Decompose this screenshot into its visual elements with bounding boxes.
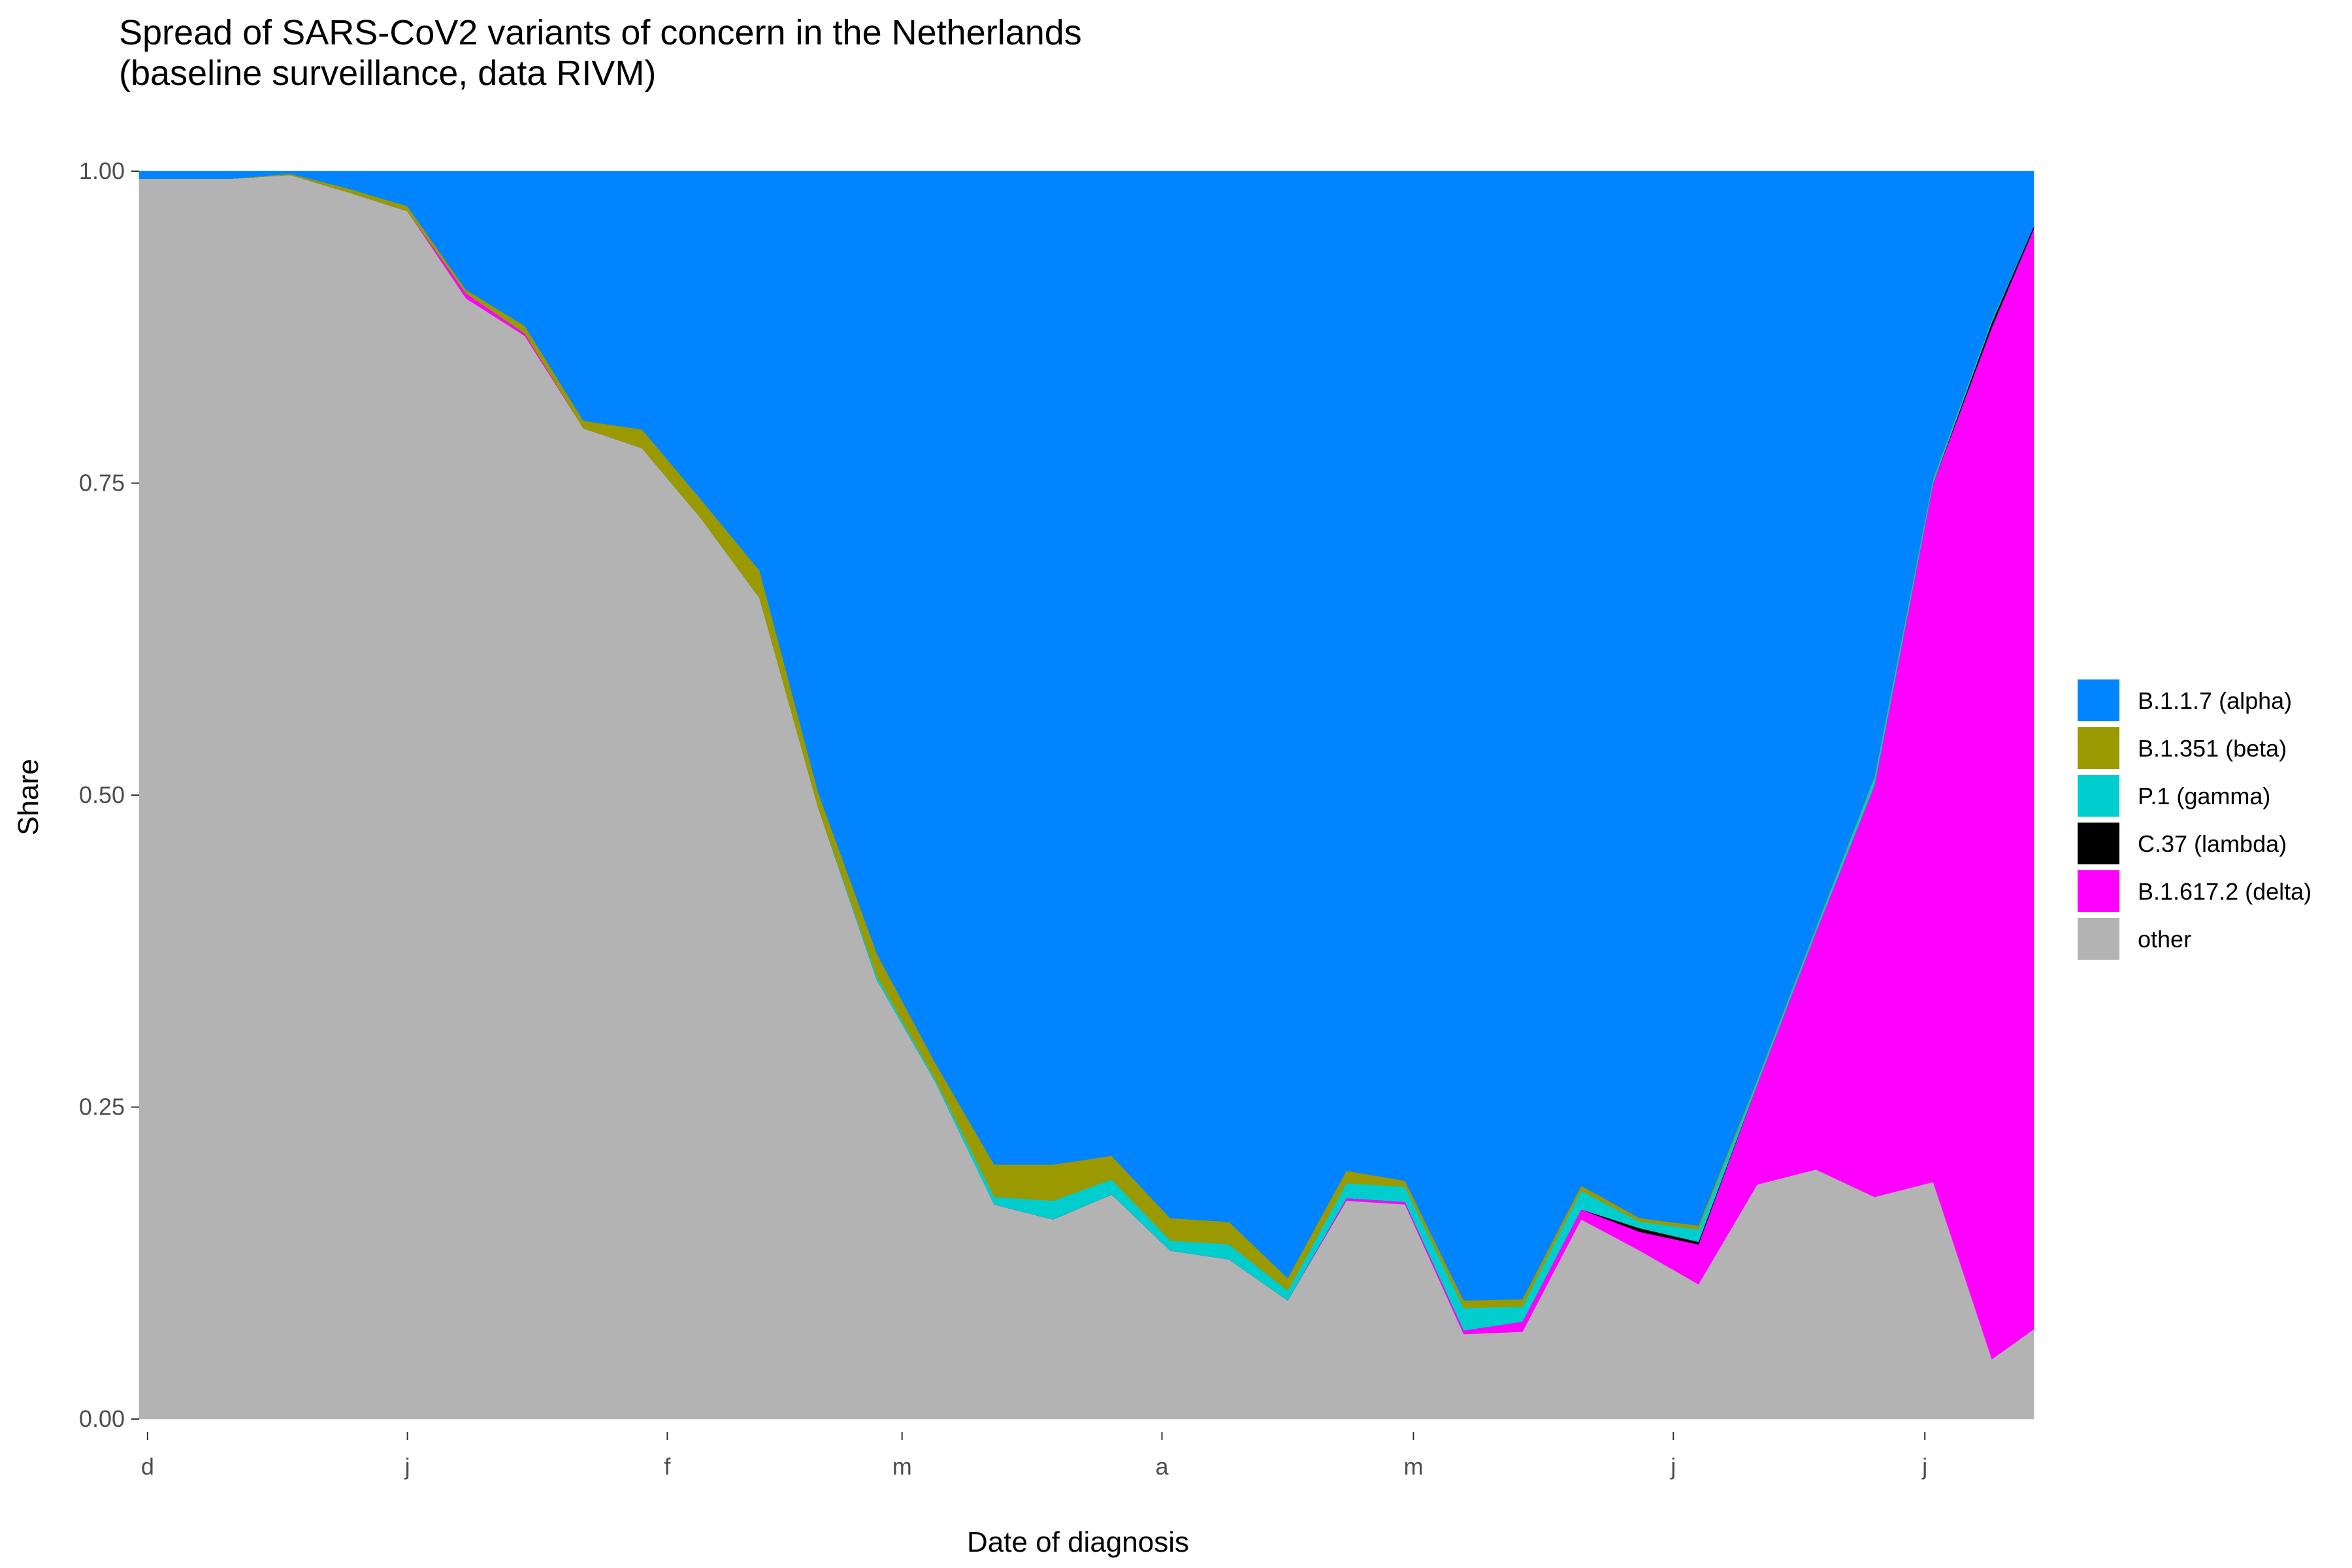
- legend-label-b-1-1-7-alpha: B.1.1.7 (alpha): [2138, 687, 2292, 714]
- legend-label-b-1-351-beta: B.1.351 (beta): [2138, 735, 2287, 762]
- y-tick-label: 0.75: [79, 470, 125, 497]
- legend-swatch-b-1-351-beta: [2078, 727, 2119, 769]
- y-tick-label: 0.25: [79, 1094, 125, 1120]
- x-tick-label: a: [1155, 1453, 1169, 1480]
- y-tick-label: 0.50: [79, 781, 125, 808]
- y-axis-title: Share: [12, 759, 44, 835]
- x-tick-label: j: [404, 1453, 410, 1480]
- x-tick-label: m: [1403, 1453, 1423, 1480]
- legend-swatch-c-37-lambda: [2078, 823, 2119, 864]
- y-axis: 0.00 0.25 0.50 0.75 1.00: [79, 157, 139, 1432]
- x-tick-label: d: [141, 1453, 154, 1480]
- legend-label-p-1-gamma: P.1 (gamma): [2138, 783, 2270, 809]
- area-b-1-1-7-alpha: [139, 171, 2034, 1301]
- legend-label-other: other: [2138, 926, 2191, 953]
- legend-swatch-b-1-1-7-alpha: [2078, 679, 2119, 721]
- legend-label-c-37-lambda: C.37 (lambda): [2138, 830, 2287, 857]
- chart-subtitle: (baseline surveillance, data RIVM): [119, 54, 656, 93]
- x-tick-label: j: [1921, 1453, 1927, 1480]
- y-tick-label: 0.00: [79, 1405, 125, 1432]
- stacked-areas: [139, 171, 2034, 1420]
- x-tick-label: j: [1670, 1453, 1676, 1480]
- x-tick-label: m: [892, 1453, 912, 1480]
- legend-swatch-other: [2078, 918, 2119, 960]
- legend-swatch-p-1-gamma: [2078, 775, 2119, 817]
- y-tick-label: 1.00: [79, 157, 125, 184]
- legend-swatch-b-1-617-2-delta: [2078, 870, 2119, 912]
- legend-label-b-1-617-2-delta: B.1.617.2 (delta): [2138, 878, 2311, 905]
- x-axis-title: Date of diagnosis: [967, 1526, 1189, 1558]
- x-tick-label: f: [664, 1453, 671, 1480]
- legend: B.1.1.7 (alpha) B.1.351 (beta) P.1 (gamma)…: [2078, 679, 2311, 960]
- chart-title: Spread of SARS-CoV2 variants of concern …: [119, 13, 1082, 52]
